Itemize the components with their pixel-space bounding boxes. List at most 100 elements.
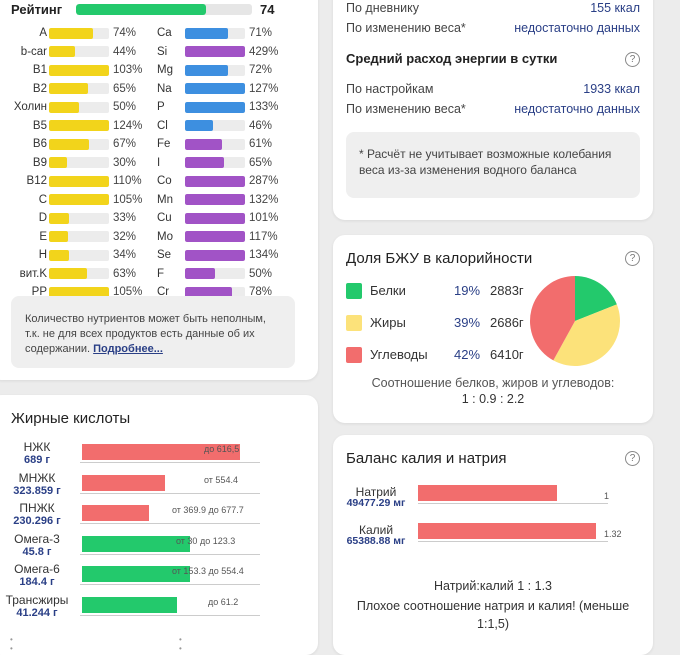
fatty-acid-row: Омега-6 184.4 г от 153.3 до 554.4 (0, 562, 300, 592)
bju-grams: 2883г (490, 283, 524, 298)
nutrient-row: Se 134% (153, 247, 278, 263)
nutrient-row: B2 65% (11, 81, 136, 97)
nutrient-bar-fill (49, 27, 94, 39)
nutrient-percent: 110% (113, 175, 142, 187)
rating-label: Рейтинг (11, 2, 63, 17)
nutrient-bar (185, 249, 245, 261)
nutrient-percent: 33% (113, 212, 137, 224)
kna-title: Баланс калия и натрия (346, 450, 507, 467)
kna-help-icon[interactable]: ? (625, 451, 640, 466)
bju-card: Доля БЖУ в калорийности ? Белки 19% 2883г Ж… (333, 235, 653, 423)
nutrient-bar-fill (49, 64, 109, 76)
nutrient-name: I (157, 156, 161, 169)
bju-help-icon[interactable]: ? (625, 251, 640, 266)
nutrient-bar-fill (49, 194, 109, 205)
nutrient-bar-fill (185, 194, 245, 205)
fatty-acid-amount: 184.4 г (19, 576, 55, 588)
nutrient-bar (185, 46, 245, 57)
fatty-acids-card: Жирные кислоты НЖК 689 г до 616,5 МНЖК 323.8… (0, 395, 318, 655)
nutrient-row: b-car 44% (11, 44, 136, 60)
nutrient-percent: 50% (249, 267, 273, 280)
energy-help-icon[interactable]: ? (625, 52, 640, 67)
nutrient-bar (185, 138, 245, 150)
nutrient-row: F 50% (153, 266, 272, 282)
nutrient-row: Si 429% (153, 44, 278, 60)
nutrient-bar (185, 268, 245, 279)
nutrient-percent: 61% (249, 138, 273, 150)
energy-expense-title: Средний расход энергии в сутки (346, 51, 558, 66)
nutrient-row: B5 124% (11, 118, 143, 134)
fatty-acid-row: ПНЖК 230.296 г от 369.9 до 677.7 (0, 501, 300, 531)
bju-grams: 6410г (490, 347, 524, 362)
energy-weight2-value: недостаточно данных (514, 102, 640, 116)
nutrient-name: F (157, 267, 165, 280)
fatty-acid-norm: от 30 до 123.3 (176, 535, 236, 546)
fatty-acid-norm: от 554.4 (204, 474, 238, 485)
nutrient-name: Cu (157, 212, 172, 224)
nutrient-name: Mg (157, 64, 173, 76)
nutrient-bar-fill (185, 268, 215, 279)
nutrient-bar (185, 101, 245, 113)
energy-row-weight2: По изменению веса* недостаточно данных (346, 102, 640, 116)
bju-percent: 39% (454, 315, 481, 330)
bju-swatch (346, 315, 362, 331)
nutrient-name: PP (31, 286, 47, 298)
fatty-acid-name: Омега-3 (14, 531, 60, 546)
nutrient-row: Cl 46% (153, 118, 272, 134)
nutrient-row: Холин 50% (11, 99, 136, 115)
nutrient-percent: 133% (249, 101, 279, 113)
nutrient-percent: 32% (113, 230, 137, 243)
nutrient-row: B1 103% (11, 62, 143, 78)
nutrient-row: Co 287% (153, 173, 278, 189)
nutrient-percent: 34% (113, 249, 137, 261)
fatty-acid-amount: 230.296 г (13, 515, 61, 527)
nutrient-name: B5 (32, 119, 47, 132)
nutrient-row: B9 30% (11, 155, 136, 171)
energy-diary-value: 155 ккал (590, 1, 640, 15)
nutrient-bar (49, 101, 109, 113)
nutrient-bar-fill (185, 46, 245, 57)
bju-ratio-value: 1 : 0.9 : 2.2 (461, 392, 525, 406)
nutrient-row: вит.K 63% (11, 266, 136, 282)
bju-name: Жиры (370, 315, 406, 330)
nutrient-bar (49, 46, 109, 57)
nutrient-bar (185, 120, 245, 131)
kna-name: Натрий (355, 485, 397, 499)
nutrient-bar (49, 212, 109, 224)
fatty-acid-name: ПНЖК (19, 501, 55, 515)
more-link[interactable]: Подробнее... (93, 343, 163, 355)
nutrient-bar (185, 194, 245, 205)
bju-title: Доля БЖУ в калорийности (346, 250, 533, 267)
fatty-acid-axis (80, 492, 260, 494)
nutrient-bar (49, 83, 109, 94)
fatty-acid-axis (80, 462, 260, 463)
bju-name: Белки (370, 283, 406, 298)
kna-axis (418, 541, 608, 542)
fatty-acids-title: Жирные кислоты (11, 410, 131, 427)
fatty-acid-amount: 689 г (24, 454, 50, 466)
nutrient-name: P (157, 101, 165, 113)
energy-settings-label: По настройкам (346, 82, 434, 96)
fatty-acid-row: Омега-3 45.8 г от 30 до 123.3 (0, 532, 300, 562)
nutrient-bar (49, 175, 109, 187)
bju-percent: 42% (454, 347, 481, 362)
fatty-acid-bar (82, 596, 177, 613)
nutrient-name: H (38, 249, 47, 261)
kna-value: 1 (604, 491, 610, 501)
kna-bar (418, 523, 596, 539)
nutrient-percent: 46% (249, 119, 273, 132)
nutrient-percent: 65% (249, 156, 273, 169)
nutrient-bar (185, 27, 245, 39)
nutrient-name: вит.K (19, 267, 47, 280)
nutrient-percent: 132% (249, 193, 279, 206)
bju-percent: 19% (454, 283, 481, 298)
bju-swatch (346, 347, 362, 363)
pie-slice (575, 276, 617, 321)
fatty-acid-axis (80, 584, 260, 585)
nutrient-name: b-car (20, 45, 47, 58)
nutrient-bar (49, 64, 109, 76)
nutrient-percent: 127% (249, 82, 279, 95)
nutrient-bar-fill (49, 101, 79, 113)
bju-swatch (346, 283, 362, 299)
fatty-acid-norm: от 153.3 до 554.4 (172, 566, 244, 576)
